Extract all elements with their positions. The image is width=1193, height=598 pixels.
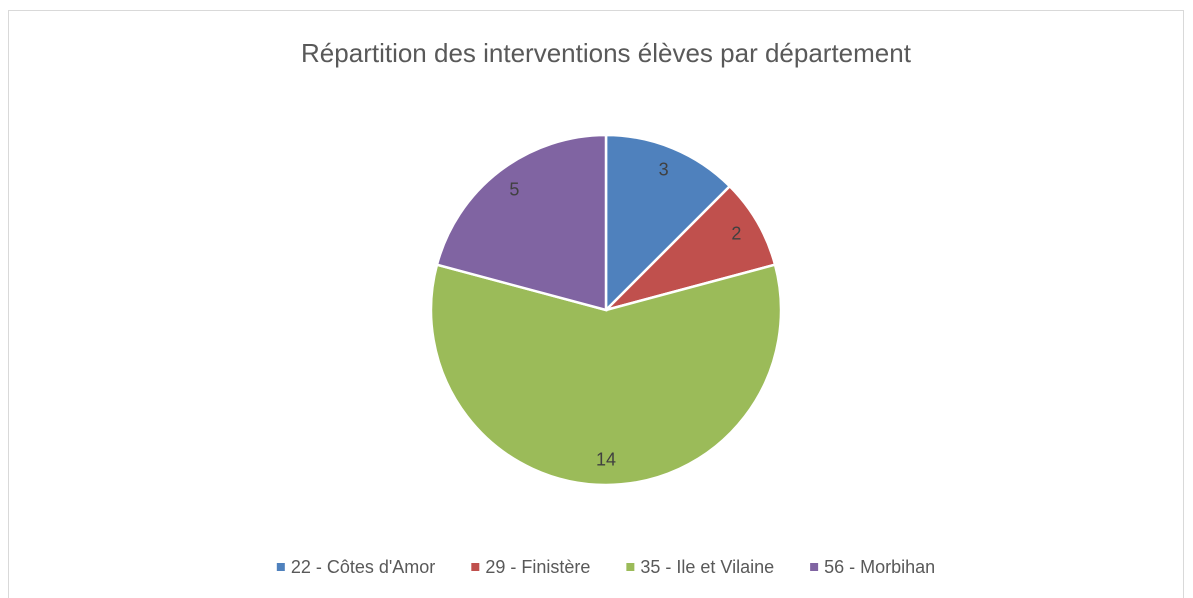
legend-marker <box>626 563 635 571</box>
legend-label: 29 - Finistère <box>485 557 590 577</box>
data-label: 5 <box>509 179 519 199</box>
legend-label: 22 - Côtes d'Amor <box>291 557 436 577</box>
pie-slice <box>435 133 608 312</box>
pie-slice <box>604 133 732 314</box>
pie-slice <box>429 263 783 487</box>
legend-marker <box>471 563 480 571</box>
legend-marker <box>276 563 285 571</box>
legend-label: 35 - Ile et Vilaine <box>640 557 774 577</box>
legend-marker <box>810 563 819 571</box>
data-label: 2 <box>731 224 741 244</box>
legend-label: 56 - Morbihan <box>824 557 935 577</box>
pie-slice <box>601 184 777 313</box>
data-label: 3 <box>659 160 669 180</box>
chart-title: Répartition des interventions élèves par… <box>301 38 912 68</box>
data-label: 14 <box>596 449 616 469</box>
